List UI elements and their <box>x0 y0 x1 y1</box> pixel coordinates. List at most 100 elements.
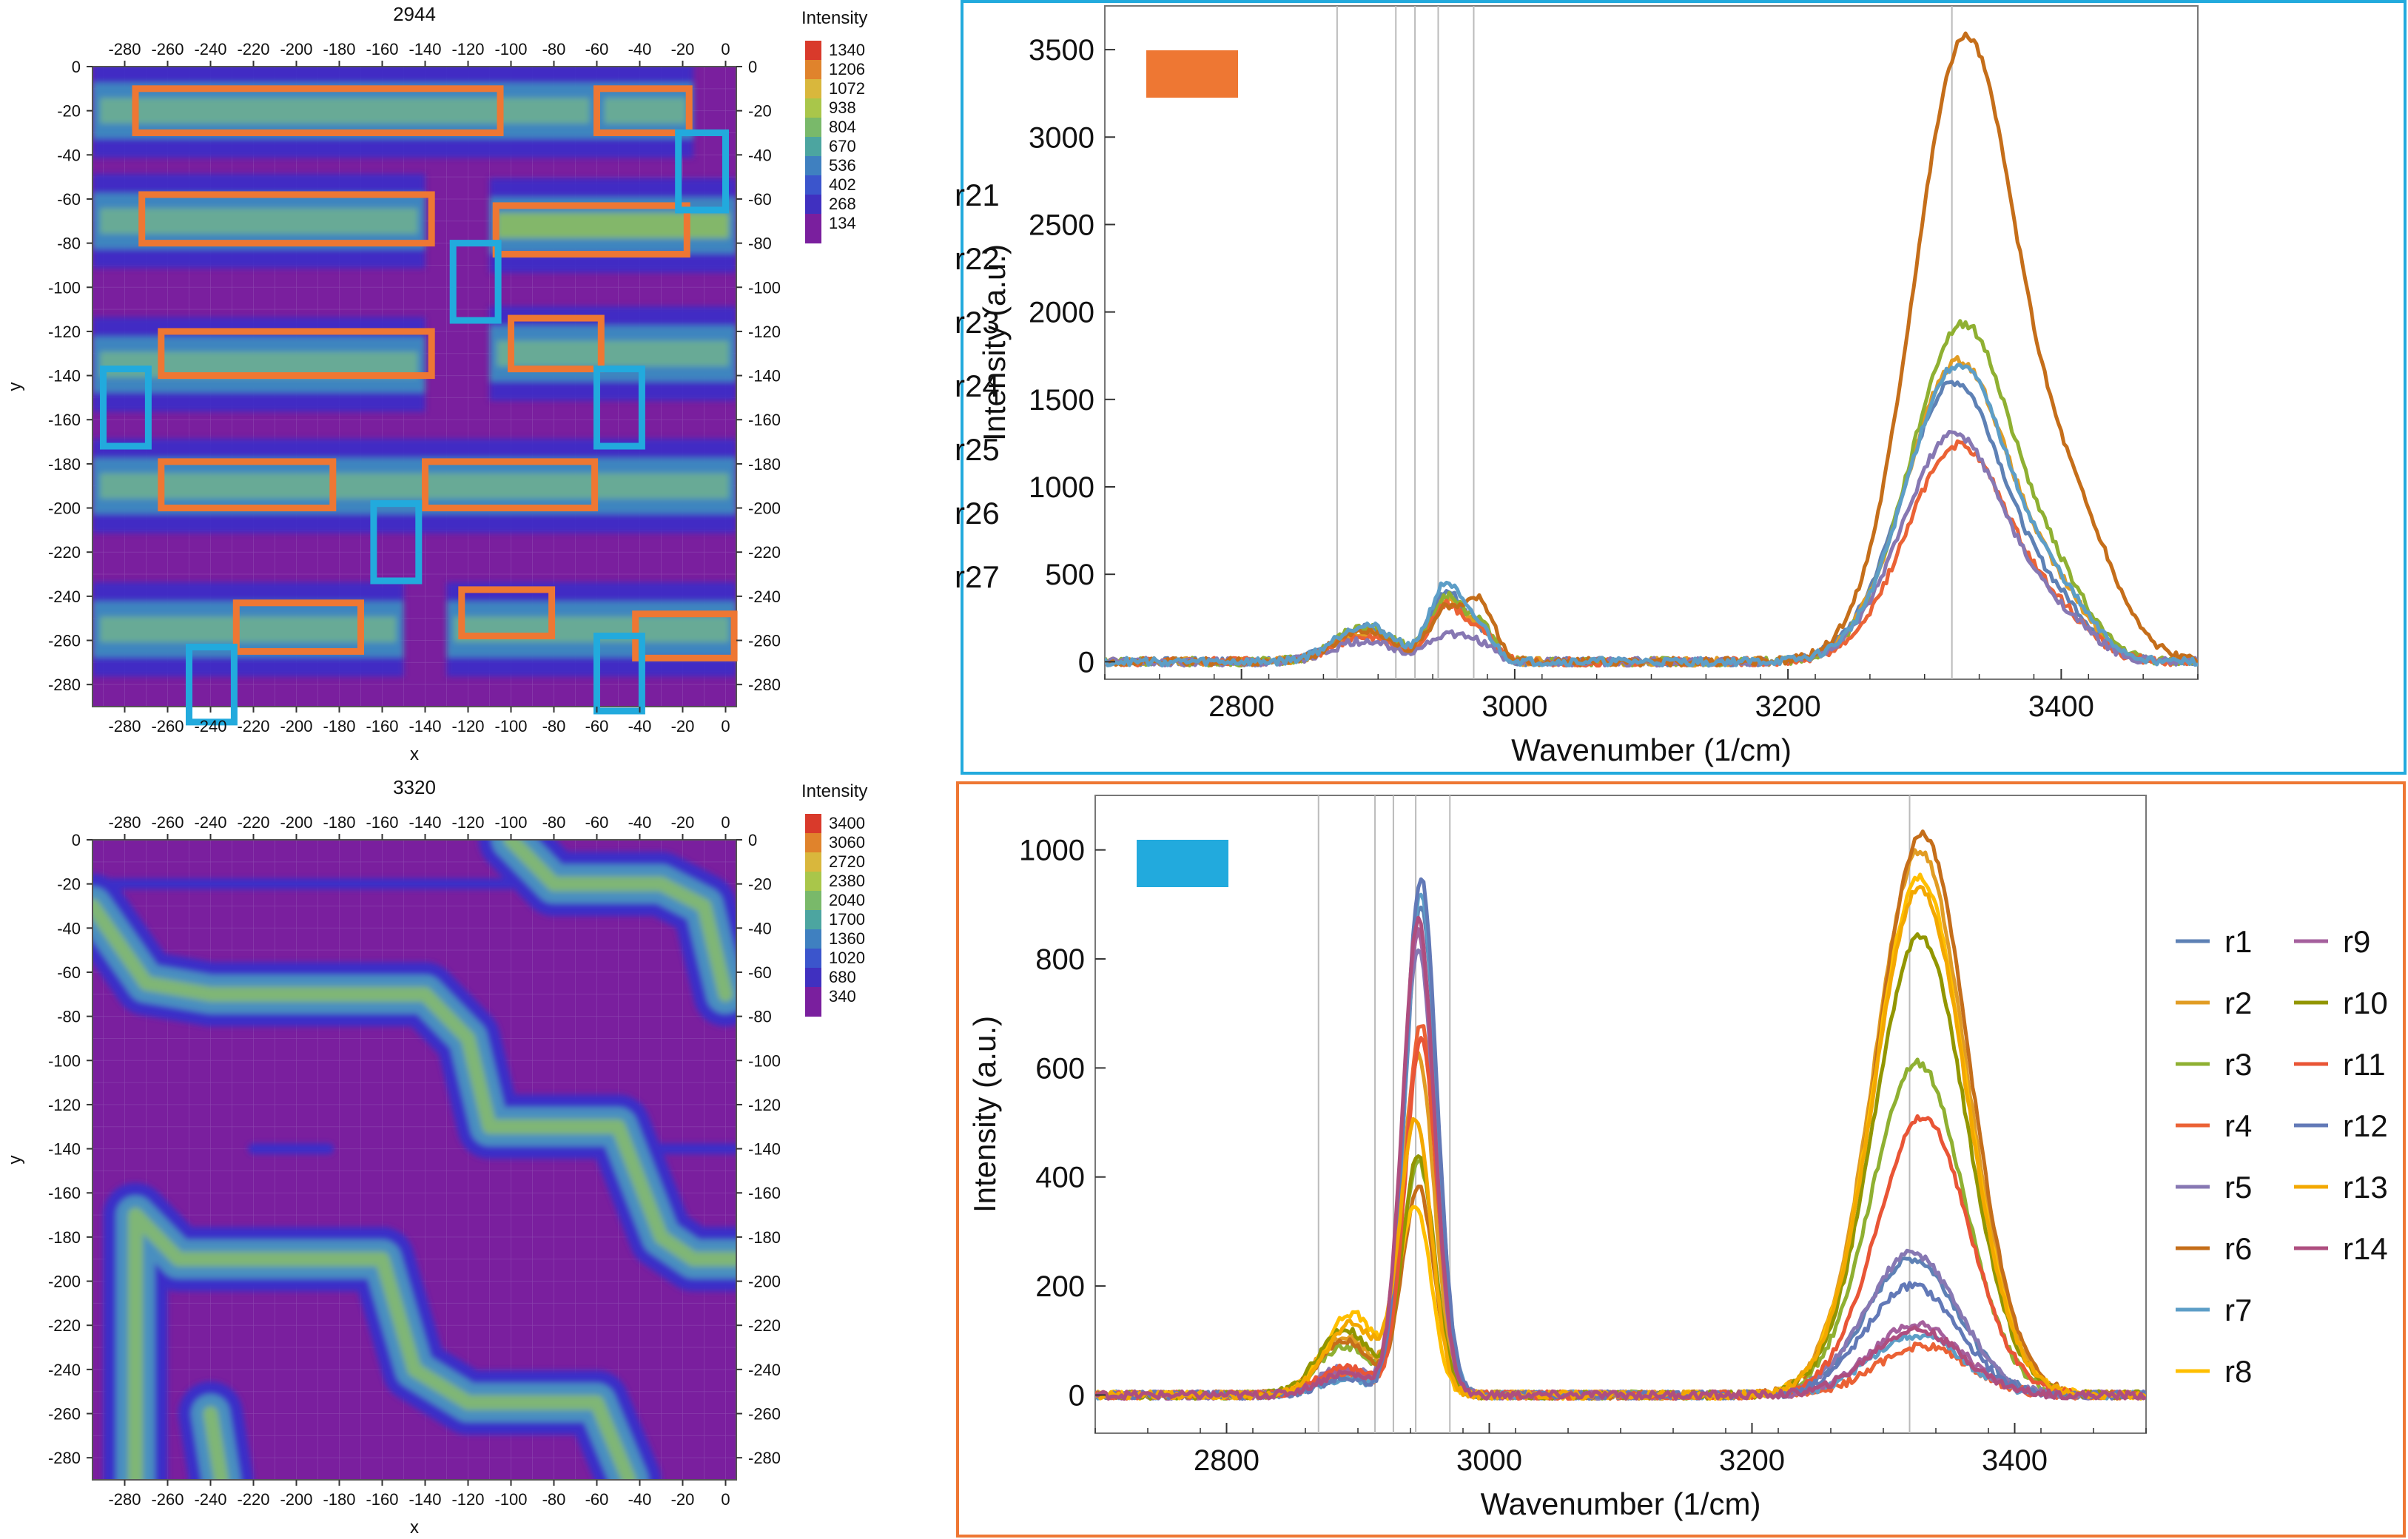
y-tick-label: 3000 <box>1029 121 1094 154</box>
x-tick-label: 3200 <box>1755 690 1821 723</box>
y-tick-label-right: 0 <box>748 58 757 76</box>
plot-frame <box>92 839 737 1481</box>
heatmap-field <box>93 67 736 707</box>
legend-value: 1360 <box>829 929 865 948</box>
y-tick-label: 1000 <box>1019 835 1085 867</box>
y-tick-label-right: 0 <box>748 831 757 849</box>
y-tick-label-right: -40 <box>748 919 772 937</box>
legend-label-r21: r21 <box>955 178 1000 212</box>
x-tick-label-bottom: -140 <box>408 717 441 735</box>
legend-swatch <box>805 137 821 156</box>
x-tick-label-top: -60 <box>585 40 609 58</box>
legend-label-r14: r14 <box>2343 1231 2388 1266</box>
x-tick-label-bottom: -260 <box>151 717 184 735</box>
x-tick-label: 3400 <box>2028 690 2094 723</box>
legend-value: 670 <box>829 137 856 155</box>
y-tick-label-left: -200 <box>48 499 81 518</box>
legend-swatch <box>805 833 821 852</box>
cyan-region-box <box>100 366 152 450</box>
series-group <box>1095 829 2146 1401</box>
x-tick-label-bottom: -280 <box>108 1490 141 1509</box>
y-tick-label-left: -100 <box>48 1051 81 1070</box>
y-tick-label-left: -280 <box>48 1449 81 1467</box>
x-tick-label-bottom: -80 <box>542 1490 566 1509</box>
x-tick-label-top: -240 <box>194 813 226 832</box>
x-tick-label-bottom: -100 <box>494 717 527 735</box>
legend-label-r4: r4 <box>2224 1108 2252 1143</box>
legend-label-r25: r25 <box>955 432 1000 467</box>
x-tick-label-bottom: -220 <box>237 1490 269 1509</box>
heatmap-title: 2944 <box>393 3 436 25</box>
y-tick-label-right: -140 <box>748 1140 781 1159</box>
x-tick-label-top: -120 <box>451 813 484 832</box>
legend-value: 1340 <box>829 41 865 59</box>
y-tick-label-right: -200 <box>748 1273 781 1291</box>
band-core <box>100 616 397 643</box>
x-axis-label: x <box>410 1518 419 1538</box>
legend-label-r10: r10 <box>2343 986 2388 1020</box>
y-tick-label: 200 <box>1035 1270 1085 1303</box>
legend-label-r8: r8 <box>2224 1354 2252 1389</box>
legend-label-r26: r26 <box>955 496 1000 531</box>
y-tick-label-left: -80 <box>57 1008 81 1026</box>
legend-label-r27: r27 <box>955 559 1000 594</box>
legend-title: Intensity <box>801 781 867 801</box>
y-tick-label-left: -240 <box>48 1361 81 1379</box>
y-tick-label-right: -100 <box>748 1051 781 1070</box>
x-tick-label-top: -200 <box>280 813 312 832</box>
y-tick-label-left: -40 <box>57 919 81 937</box>
y-tick-label-left: -140 <box>48 367 81 385</box>
orange-region-box <box>422 458 599 512</box>
x-tick-label-bottom: -40 <box>628 1490 652 1509</box>
y-tick-label-left: -120 <box>48 323 81 341</box>
x-tick-label-bottom: -280 <box>108 717 141 735</box>
legend-swatch <box>805 214 821 233</box>
y-tick-label: 2500 <box>1029 209 1094 241</box>
y-tick-label-right: -280 <box>748 1449 781 1467</box>
legend-label-r24: r24 <box>955 368 1000 403</box>
orange-region-box <box>508 314 605 373</box>
y-tick-label-right: -80 <box>748 235 772 253</box>
legend-label-r5: r5 <box>2224 1170 2252 1205</box>
legend-swatch <box>805 891 821 910</box>
x-tick-label-bottom: -120 <box>451 717 484 735</box>
y-tick-label-left: -180 <box>48 455 81 474</box>
y-tick-label-right: -20 <box>748 102 772 121</box>
y-tick-label-right: -180 <box>748 1228 781 1247</box>
legend-label-r22: r22 <box>955 241 1000 276</box>
x-tick-label-top: -260 <box>151 813 184 832</box>
band-core <box>604 98 686 124</box>
legend-value: 3060 <box>829 833 865 852</box>
x-tick-label-bottom: -180 <box>323 717 355 735</box>
band-core <box>100 98 590 124</box>
heatmap-2944: -280-280-260-260-240-240-220-220-200-200… <box>5 3 867 764</box>
y-tick-label-right: -180 <box>748 455 781 474</box>
legend-value: 1206 <box>829 60 865 78</box>
y-tick-label-left: -260 <box>48 632 81 650</box>
x-tick-label-top: -100 <box>494 813 527 832</box>
x-tick-label-top: -220 <box>237 40 269 58</box>
x-tick-label-top: 0 <box>721 813 730 832</box>
y-tick-label: 400 <box>1035 1162 1085 1194</box>
x-tick-label-top: -20 <box>671 813 695 832</box>
y-tick-label: 1000 <box>1029 471 1094 504</box>
cyan-region-box <box>593 633 645 715</box>
x-tick-label-bottom: -140 <box>408 1490 441 1509</box>
heatmap-title: 3320 <box>393 776 436 798</box>
spectrum-bottom-panel: 2800 3000 3200 3400 0 200 400 600 800 1000 Wavenum… <box>956 781 2406 1538</box>
y-tick-label-right: -80 <box>748 1008 772 1026</box>
x-tick-label-bottom: -160 <box>366 717 398 735</box>
x-tick-label-bottom: 0 <box>721 717 730 735</box>
y-tick-label-right: -160 <box>748 411 781 429</box>
x-tick-label-bottom: -80 <box>542 717 566 735</box>
x-tick-label-top: -20 <box>671 40 695 58</box>
y-tick-label-left: 0 <box>72 58 81 76</box>
x-tick-label-bottom: -200 <box>280 717 312 735</box>
legend-swatch <box>805 1006 821 1017</box>
y-axis-label: Intensity (a.u.) <box>977 244 1012 441</box>
x-tick-label: 3000 <box>1456 1444 1522 1477</box>
legend-label-r23: r23 <box>955 305 1000 340</box>
y-tick-label-left: -20 <box>57 875 81 894</box>
legend-swatch <box>805 949 821 968</box>
x-tick-label-top: -60 <box>585 813 609 832</box>
